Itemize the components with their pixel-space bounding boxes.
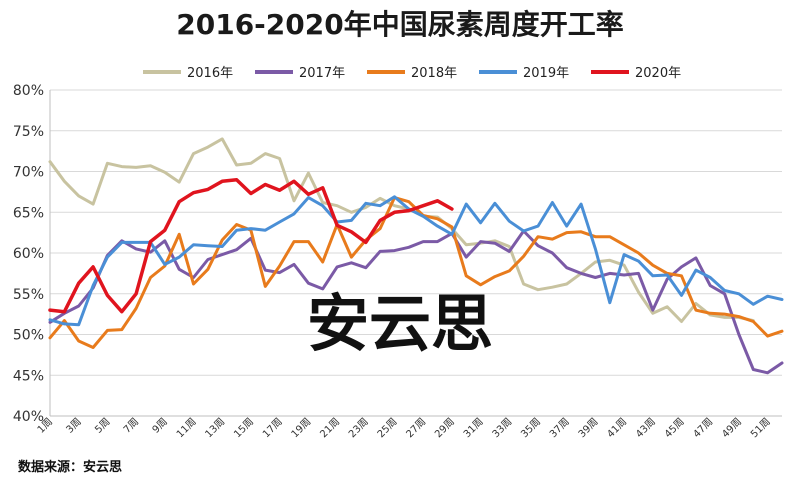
y-tick-label: 60% <box>13 246 44 262</box>
x-tick-label: 35周 <box>519 416 544 441</box>
series-line-2020年 <box>48 177 454 314</box>
chart-title: 2016-2020年中国尿素周度开工率 <box>176 8 623 41</box>
legend-label: 2020年 <box>635 66 681 81</box>
x-tick-label: 25周 <box>375 416 400 441</box>
gridlines <box>50 89 782 417</box>
legend-item: 2017年 <box>255 66 345 81</box>
x-tick-label: 15周 <box>232 416 257 441</box>
x-tick-label: 49周 <box>720 416 745 441</box>
x-tick-label: 39周 <box>576 416 601 441</box>
legend-item: 2020年 <box>591 66 681 81</box>
x-tick-label: 11周 <box>174 416 199 441</box>
x-tick-label: 7周 <box>121 416 141 436</box>
legend-item: 2018年 <box>367 66 457 81</box>
x-tick-label: 43周 <box>633 416 658 441</box>
plot-area <box>48 137 784 375</box>
x-tick-label: 45周 <box>662 416 687 441</box>
x-tick-label: 33周 <box>490 416 515 441</box>
y-tick-label: 45% <box>13 368 44 384</box>
y-tick-label: 65% <box>13 205 44 221</box>
legend-label: 2019年 <box>523 66 569 81</box>
legend-item: 2016年 <box>143 66 233 81</box>
source-note: 数据来源：安云思 <box>18 459 122 475</box>
legend-label: 2016年 <box>187 66 233 81</box>
y-tick-label: 40% <box>13 409 44 425</box>
legend-label: 2018年 <box>411 66 457 81</box>
x-tick-label: 27周 <box>404 416 429 441</box>
x-tick-label: 5周 <box>92 416 112 436</box>
x-tick-label: 13周 <box>203 416 228 441</box>
legend: 2016年 2017年 2018年 2019年 2020年 <box>143 66 681 81</box>
y-tick-label: 55% <box>13 287 44 303</box>
x-tick-label: 29周 <box>432 416 457 441</box>
x-tick-label: 19周 <box>289 416 314 441</box>
x-tick-label: 9周 <box>150 416 170 436</box>
series-line-2017年 <box>48 229 784 375</box>
legend-item: 2019年 <box>479 66 569 81</box>
x-tick-label: 21周 <box>318 416 343 441</box>
x-tick-label: 41周 <box>605 416 630 441</box>
y-tick-label: 50% <box>13 328 44 344</box>
x-tick-label: 17周 <box>260 416 285 441</box>
series-line-2016年 <box>48 137 755 323</box>
legend-label: 2017年 <box>299 66 345 81</box>
y-tick-label: 70% <box>13 165 44 181</box>
y-tick-label: 75% <box>13 124 44 140</box>
x-tick-label: 51周 <box>748 416 773 441</box>
x-axis: 1周 3周 5周 7周 9周 11周 13周 15周 17周 19周 21周 23周 25周 27周 29周… <box>35 415 782 441</box>
x-tick-label: 3周 <box>64 416 84 436</box>
y-tick-label: 80% <box>13 83 44 99</box>
x-tick-label: 47周 <box>691 416 716 441</box>
x-tick-label: 23周 <box>346 416 371 441</box>
x-tick-label: 37周 <box>547 416 572 441</box>
series-line-2019年 <box>48 195 784 327</box>
y-axis: 40% 45% 50% 55% 60% 65% 70% 75% 80% <box>13 83 51 425</box>
watermark-text: 安云思 <box>307 287 493 360</box>
x-tick-label: 31周 <box>461 416 486 441</box>
